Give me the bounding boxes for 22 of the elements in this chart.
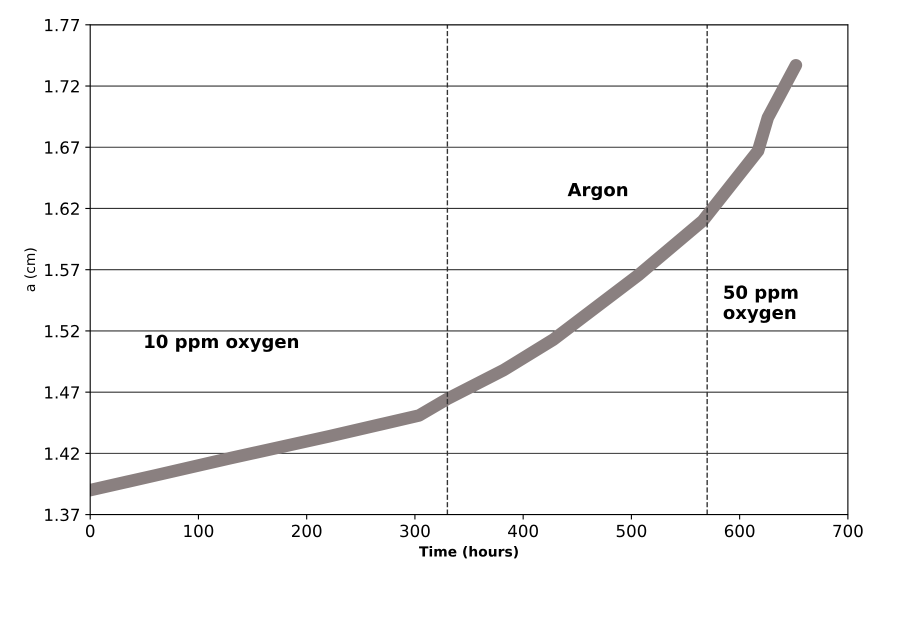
annotation: Argon xyxy=(568,183,628,200)
x-tick-label: 600 xyxy=(724,524,754,538)
y-tick-label: 1.57 xyxy=(45,264,80,276)
x-tick-label: 400 xyxy=(508,524,538,538)
y-axis-title: a (cm) xyxy=(24,248,37,292)
y-tick-label: 1.37 xyxy=(45,508,80,522)
y-tick-label: 1.52 xyxy=(45,324,79,338)
annotation: 50 ppm oxygen xyxy=(724,285,798,323)
x-tick-label: 700 xyxy=(833,524,863,538)
x-tick-label: 500 xyxy=(616,524,646,538)
y-tick-label: 1.42 xyxy=(45,447,79,460)
x-tick-label: 200 xyxy=(292,524,322,538)
x-tick-label: 100 xyxy=(184,524,214,538)
annotation: 10 ppm oxygen xyxy=(145,334,298,352)
y-tick-label: 1.47 xyxy=(45,386,80,398)
y-tick-label: 1.67 xyxy=(45,141,80,154)
x-axis-title: Time (hours) xyxy=(419,546,518,558)
y-tick-label: 1.77 xyxy=(45,18,80,32)
x-tick-label: 300 xyxy=(400,524,430,538)
y-tick-label: 1.62 xyxy=(45,202,79,216)
y-tick-label: 1.72 xyxy=(45,80,79,92)
x-tick-label: 0 xyxy=(86,524,94,538)
